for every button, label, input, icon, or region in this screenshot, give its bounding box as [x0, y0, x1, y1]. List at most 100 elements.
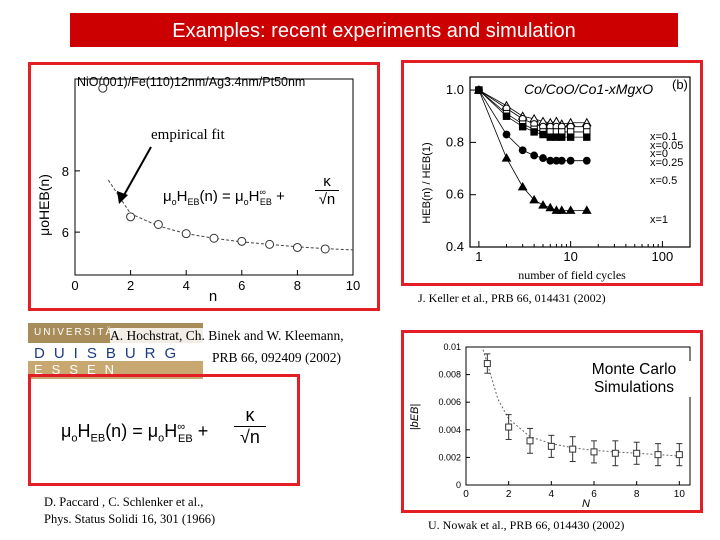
data-point [483, 360, 491, 368]
series-label: x=0.5 [650, 175, 677, 187]
x-tick-label: 10 [346, 278, 360, 293]
fit-curve [107, 179, 354, 251]
data-point [292, 242, 302, 252]
formula-fraction: κ √n [234, 405, 266, 448]
formula-lhs: μoHEB(n) = μoH∞EB + [163, 187, 285, 207]
sample-label: Co/CoO/Co1-xMgxO [524, 81, 654, 97]
citation-keller: J. Keller et al., PRB 66, 014431 (2002) [418, 291, 606, 305]
x-tick-label: 10 [563, 249, 577, 264]
data-point [98, 83, 108, 93]
data-point [539, 130, 547, 139]
y-tick-label: 0.4 [446, 239, 464, 254]
panel-tag: (b) [672, 77, 688, 92]
panel-formula: μoHEB(n) = μoH∞EB + κ √n [28, 374, 300, 486]
y-axis-label: |bEB| [409, 404, 421, 431]
data-point [581, 205, 592, 214]
data-point [518, 122, 527, 131]
plot-frame [74, 78, 354, 276]
x-tick-label: 8 [634, 489, 640, 500]
data-point [530, 128, 538, 136]
data-point [565, 205, 576, 214]
series-label: x=0.05 [650, 140, 683, 152]
data-point [654, 451, 662, 459]
data-point [153, 219, 163, 229]
fit-curve [482, 349, 680, 457]
arrow-head-icon [117, 191, 128, 204]
data-point [209, 233, 219, 243]
x-tick-label: 6 [591, 489, 597, 500]
plot-frame [469, 76, 691, 248]
data-point [320, 244, 330, 254]
y-tick-label: 0.6 [446, 187, 464, 202]
data-point [518, 146, 527, 155]
x-axis-label: N [582, 498, 590, 510]
data-point [530, 151, 539, 160]
data-point [181, 229, 191, 239]
data-point [502, 112, 511, 120]
series-line [478, 89, 587, 125]
panel-simulation: 0 2 4 6 8 10 0 0.002 0.004 0.006 0.008 0.01 N |bEB|… [401, 330, 703, 513]
citation-paccard-line1: D. Paccard , C. Schlenker et al., [44, 495, 204, 509]
data-point [505, 423, 513, 431]
x-tick-label: 0 [71, 278, 78, 293]
data-point [590, 448, 598, 456]
data-point [569, 445, 577, 453]
x-tick-label: 4 [183, 278, 190, 293]
formula-inline: μoHEB(n) = μoH∞EB + κ √n [163, 173, 339, 217]
data-point [547, 442, 555, 450]
x-tick-label: 1 [475, 249, 482, 264]
x-tick-label: 8 [294, 278, 301, 293]
y-tick-label: 0.008 [438, 370, 461, 380]
data-point [501, 153, 512, 162]
chart-experiment-nio: 0 2 4 6 8 10 6 8 μoHEB(n) n [36, 78, 360, 305]
y-tick-label: 1.0 [446, 82, 464, 97]
data-point [566, 156, 575, 165]
chart-simulation: 0 2 4 6 8 10 0 0.002 0.004 0.006 0.008 0.01 N |bEB| [409, 342, 691, 510]
y-tick-label: 0.8 [446, 134, 464, 149]
y-tick-label: 0.004 [438, 425, 461, 435]
formula-lhs: μoHEB(n) = μoH∞EB + [61, 421, 209, 445]
citation-nowak: U. Nowak et al., PRB 66, 014430 (2002) [428, 518, 625, 532]
x-tick-label: 10 [674, 489, 686, 500]
y-axis-label: HEB(n) / HEB(1) [421, 142, 433, 223]
data-point [502, 130, 511, 139]
annotation-arrow [122, 146, 152, 198]
data-point [539, 154, 547, 162]
panel-experiment-coo: 1 10 100 0.4 0.6 0.8 1.0 x=0.1 x=0.05 x=0 x=0.25 x=… [401, 60, 703, 286]
x-tick-label: 100 [652, 249, 674, 264]
x-axis-label: number of field cycles [518, 268, 626, 282]
y-tick-label: 0.01 [443, 342, 461, 352]
series-label: x=1 [650, 214, 668, 226]
data-point [237, 236, 247, 246]
data-point [556, 205, 567, 214]
data-point [265, 239, 275, 249]
data-point [675, 451, 683, 459]
citation-paccard-line2: Phys. Status Solidi 16, 301 (1966) [44, 512, 216, 526]
y-tick-label: 8 [62, 164, 69, 179]
y-tick-label: 0.002 [438, 452, 461, 462]
data-point [633, 449, 641, 457]
x-tick-label: 2 [127, 278, 134, 293]
series-label: x=0.1 [650, 131, 677, 143]
data-point [526, 437, 534, 445]
chart-experiment-coo: 1 10 100 0.4 0.6 0.8 1.0 x=0.1x=0.05x=0x=0.25 x=… [421, 76, 691, 282]
y-tick-label: 0 [456, 480, 461, 490]
annotation-empirical-fit: empirical fit [151, 127, 225, 143]
series-line [478, 89, 587, 211]
logo-mid-text: DUISBURG [34, 345, 186, 362]
x-tick-label: 0 [463, 489, 469, 500]
formula-fraction: κ √n [315, 173, 339, 208]
series-label: x=0.25 [650, 157, 683, 169]
y-tick-label: 0.006 [438, 397, 461, 407]
simulation-label: Monte Carlo Simulations [574, 361, 694, 397]
data-point [557, 156, 566, 165]
data-point [546, 133, 554, 141]
data-point [583, 133, 591, 141]
data-point [529, 194, 539, 204]
data-point [611, 449, 619, 457]
series-label: x=0 [650, 148, 668, 160]
data-point [538, 200, 548, 209]
plot-frame [465, 346, 691, 486]
data-point [558, 133, 566, 141]
